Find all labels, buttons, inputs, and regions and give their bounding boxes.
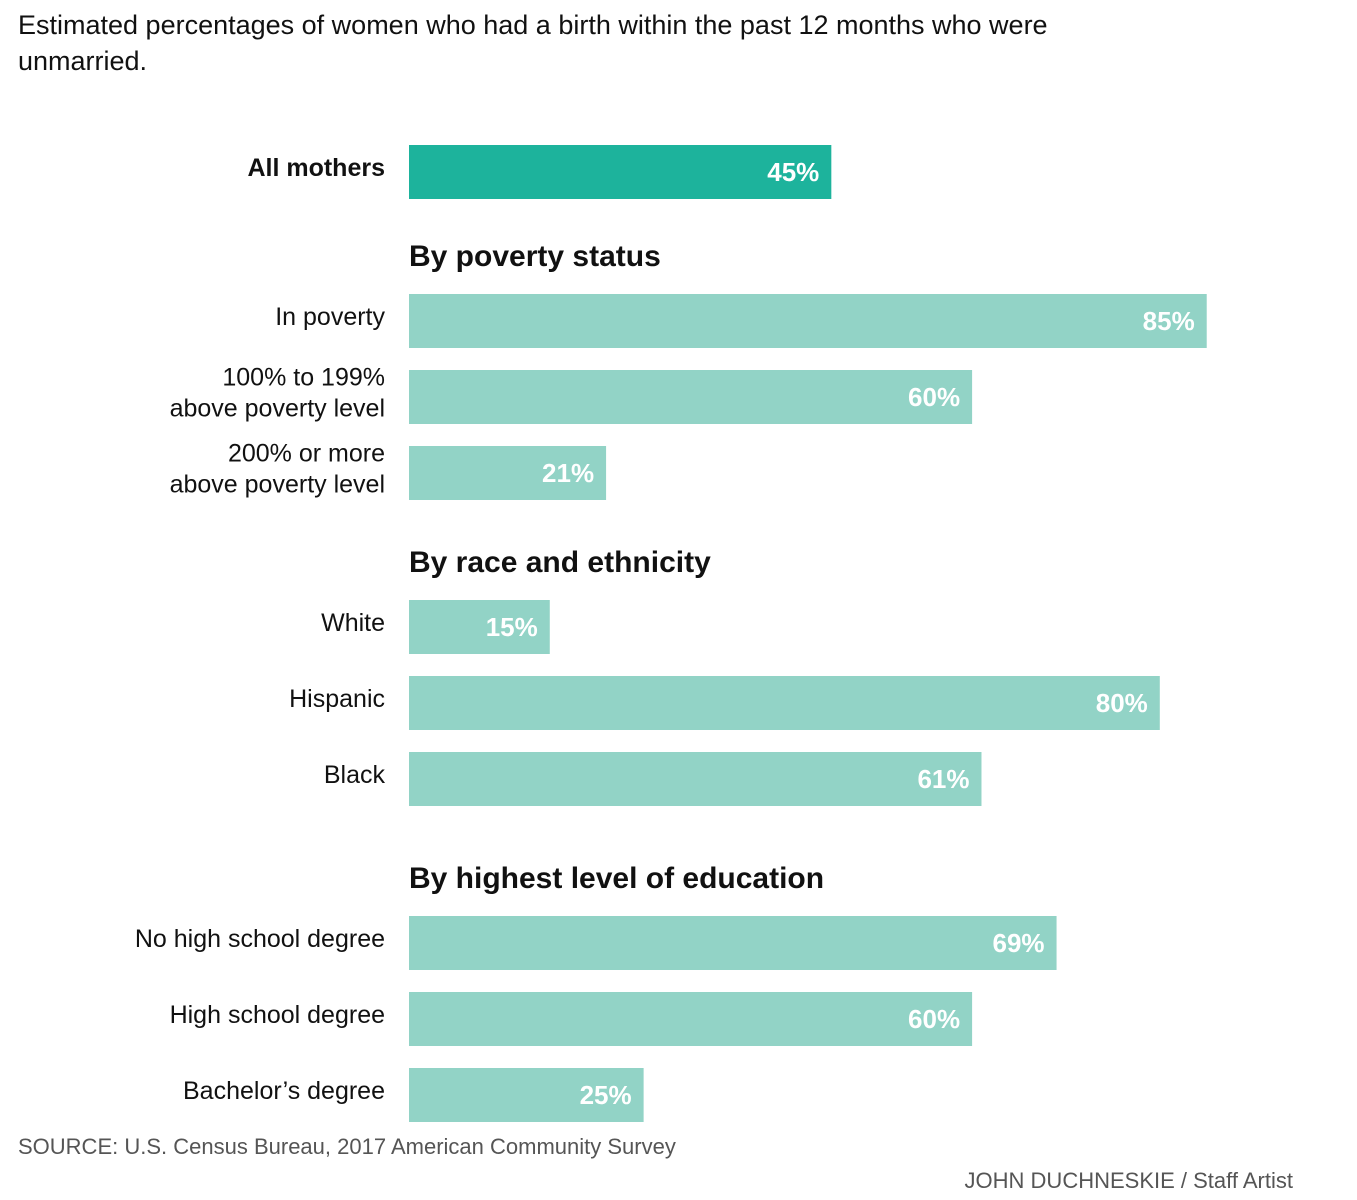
category-label: Black [324, 761, 386, 789]
bar [409, 1068, 644, 1122]
category-label: High school degree [170, 1001, 385, 1029]
section-heading: By poverty status [409, 240, 661, 273]
value-label: 69% [993, 928, 1045, 958]
value-label: 85% [1143, 306, 1195, 336]
bar [409, 145, 832, 199]
category-label: 100% to 199% above poverty level [170, 363, 385, 422]
bar [409, 600, 550, 654]
value-label: 25% [580, 1080, 632, 1110]
bar [409, 992, 973, 1046]
bar [409, 676, 1160, 730]
category-label: Bachelor’s degree [183, 1077, 385, 1105]
category-label: Hispanic [289, 685, 385, 713]
chart-title: Estimated percentages of women who had a… [18, 10, 1048, 76]
bar [409, 752, 982, 806]
value-label: 45% [767, 157, 819, 187]
credit: JOHN DUCHNESKIE / Staff Artist [965, 1168, 1293, 1193]
value-label: 60% [908, 1004, 960, 1034]
bar [409, 916, 1057, 970]
value-label: 15% [486, 612, 538, 642]
category-label: All mothers [247, 154, 385, 182]
bar [409, 446, 607, 500]
bar [409, 294, 1207, 348]
value-label: 61% [917, 764, 969, 794]
bar [409, 370, 973, 424]
category-label: No high school degree [135, 925, 385, 953]
value-label: 80% [1096, 688, 1148, 718]
section-heading: By race and ethnicity [409, 546, 711, 579]
section-heading: By highest level of education [409, 862, 824, 895]
category-label: White [321, 609, 385, 637]
value-label: 60% [908, 382, 960, 412]
source: SOURCE: U.S. Census Bureau, 2017 America… [18, 1134, 676, 1159]
value-label: 21% [542, 458, 594, 488]
category-label: 200% or more above poverty level [170, 439, 385, 498]
category-label: In poverty [275, 303, 385, 331]
